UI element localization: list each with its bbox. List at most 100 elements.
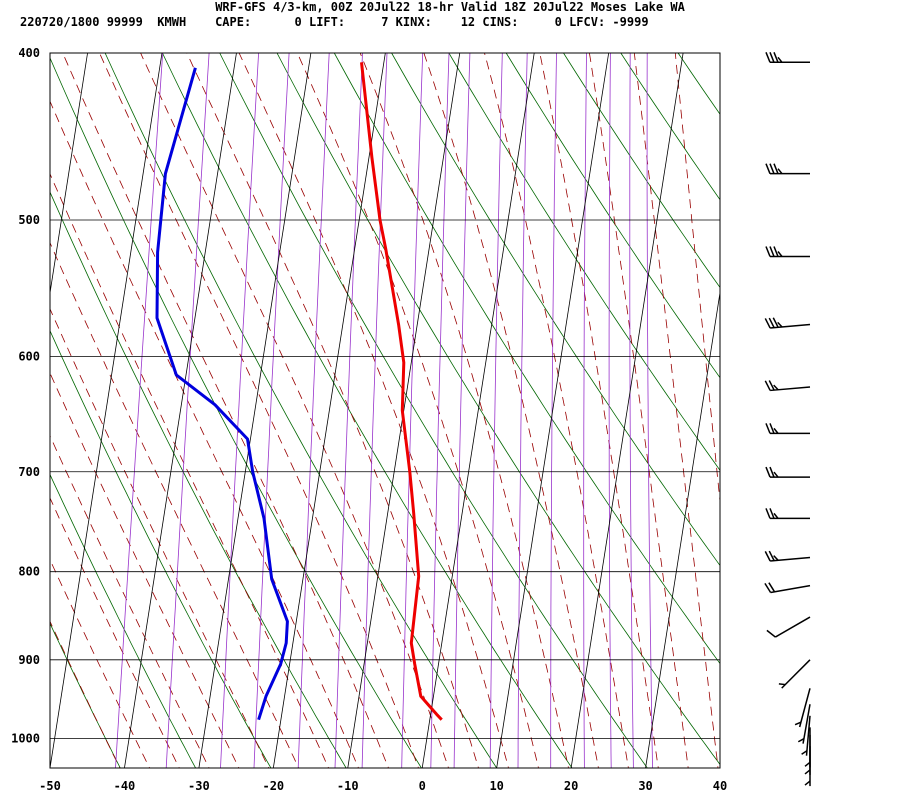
mixing-ratio-line — [517, 53, 528, 768]
mixing-ratio-line — [430, 53, 450, 768]
wind-barb-feather — [773, 427, 779, 434]
wind-barb — [765, 466, 810, 478]
dry-adiabat — [391, 53, 720, 567]
dry-adiabat — [219, 53, 648, 768]
mixing-ratio-line — [629, 53, 634, 768]
mixing-ratio-line — [297, 53, 330, 768]
wind-barb-feather — [777, 321, 783, 328]
moist-adiabat — [484, 53, 629, 768]
dry-adiabat — [161, 53, 573, 768]
wind-barb — [764, 582, 811, 594]
temperature-profile-line — [360, 62, 443, 721]
temperature-tick-label: -20 — [262, 779, 284, 793]
temperature-tick-label: -50 — [39, 779, 61, 793]
moist-adiabat — [99, 53, 419, 768]
wind-barb — [765, 52, 810, 64]
dry-adiabat — [50, 473, 197, 768]
moist-adiabat — [50, 308, 270, 768]
dry-adiabat — [765, 15, 900, 776]
moist-adiabat — [186, 53, 479, 768]
wind-barb — [765, 163, 810, 175]
wind-barb-feather — [773, 163, 779, 174]
wind-barb-feather — [777, 56, 783, 63]
wind-barb-feather — [768, 380, 775, 391]
wind-barb-feather — [769, 246, 775, 257]
wind-barb-feather — [773, 246, 779, 257]
wind-barb-feather — [764, 380, 771, 391]
dry-adiabat — [333, 53, 720, 665]
wind-barb-feather — [777, 168, 783, 175]
dry-adiabat — [50, 191, 347, 768]
wind-barb-feather — [773, 52, 779, 63]
mixing-ratio-line — [253, 53, 290, 768]
moist-adiabat — [50, 100, 359, 768]
wind-barb-feather — [773, 555, 779, 561]
moist-adiabat — [50, 372, 240, 768]
moist-adiabat — [50, 620, 121, 768]
wind-barb-feather — [769, 163, 775, 174]
dry-adiabat — [878, 15, 900, 776]
pressure-tick-label: 600 — [18, 349, 40, 363]
mixing-ratio-line — [220, 53, 260, 768]
wind-barb-feather — [773, 471, 779, 478]
mixing-ratio-line — [401, 53, 424, 768]
temperature-tick-label: 10 — [489, 779, 503, 793]
isotherm-line — [496, 52, 610, 769]
grid-lines — [49, 52, 721, 769]
wind-barb-feather — [768, 317, 775, 329]
wind-barb-shaft — [802, 704, 811, 744]
background-lines — [50, 15, 900, 776]
wind-barb-feather — [772, 317, 779, 328]
wind-barb-feather — [765, 466, 771, 478]
wind-barb-shaft — [770, 584, 811, 594]
wind-barb-feather — [766, 629, 776, 638]
temperature-tick-label: 40 — [713, 779, 727, 793]
temperature-tick-label: -30 — [188, 779, 210, 793]
wind-barb — [764, 550, 811, 562]
wind-barb — [801, 715, 811, 756]
moist-adiabat — [50, 241, 300, 768]
wind-barb — [778, 659, 811, 689]
wind-barb-feather — [764, 582, 772, 593]
dry-adiabat — [620, 53, 720, 201]
wind-barb-feather — [769, 508, 775, 519]
moist-adiabat — [62, 53, 389, 768]
dry-adiabat — [448, 53, 720, 471]
wind-barb-feather — [773, 512, 779, 519]
moist-adiabat — [238, 53, 509, 768]
dry-adiabat — [276, 53, 720, 766]
isotherm-line — [272, 52, 386, 769]
wind-barb — [765, 246, 810, 258]
sounding-indices-line: 220720/1800 99999 KMWH CAPE: 0 LIFT: 7 K… — [20, 15, 649, 29]
plot-frame — [49, 52, 721, 769]
wind-barb-feather — [797, 738, 805, 743]
pressure-tick-label: 1000 — [11, 732, 40, 746]
mixing-ratio-line — [334, 53, 363, 768]
moist-adiabat — [423, 53, 599, 768]
mixing-ratio-line — [608, 53, 612, 768]
wind-barb-feather — [769, 466, 775, 478]
isotherm-line — [421, 52, 535, 769]
wind-barb-feather — [764, 318, 771, 329]
dewpoint-profile-line — [155, 67, 289, 721]
isotherm-line — [124, 52, 237, 769]
wind-barb-shaft — [770, 386, 811, 392]
wind-barb — [804, 746, 811, 787]
wind-barb-feather — [773, 384, 779, 391]
moist-adiabat — [359, 53, 569, 768]
mixing-ratio-line — [646, 53, 653, 768]
wind-barb-shaft — [770, 323, 811, 329]
isotherm-line — [49, 52, 163, 769]
isotherm-line — [645, 292, 721, 769]
dry-adiabat — [822, 15, 900, 776]
pressure-tick-label: 800 — [18, 565, 40, 579]
moist-adiabat — [674, 53, 720, 506]
wind-barb-feather — [765, 246, 771, 257]
sounding-profiles — [155, 62, 443, 721]
mixing-ratio-line — [583, 53, 587, 768]
mixing-ratio-line — [550, 53, 557, 768]
pressure-tick-label: 700 — [18, 465, 40, 479]
temperature-tick-label: 0 — [419, 779, 426, 793]
temperature-tick-label: 20 — [564, 779, 578, 793]
